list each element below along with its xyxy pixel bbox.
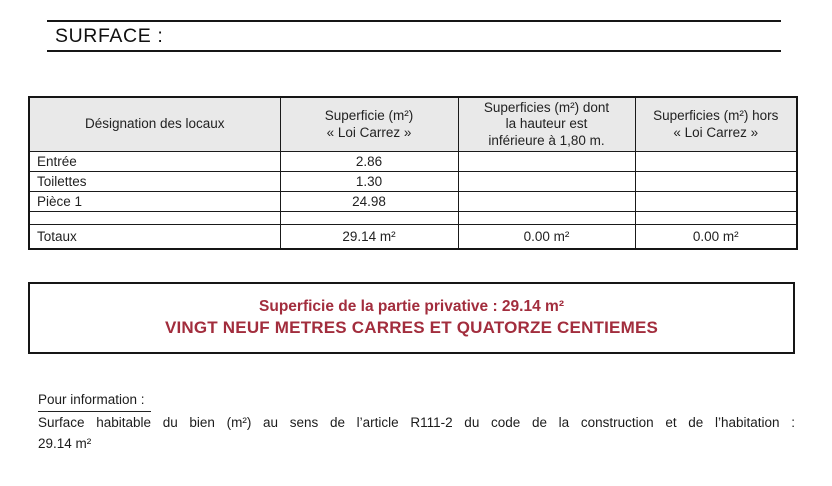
info-heading-label: Pour information : xyxy=(38,389,151,412)
title-rule-top xyxy=(47,20,781,22)
column-header-label: Superficies (m²) dont xyxy=(483,99,610,115)
column-header-label: Superficies (m²) hors xyxy=(653,108,779,123)
table-totals-row: Totaux 29.14 m² 0.00 m² 0.00 m² xyxy=(28,224,798,250)
room-name-cell xyxy=(28,211,281,225)
totals-under-180-cell: 0.00 m² xyxy=(457,224,636,250)
column-header-label: la hauteur est xyxy=(505,116,588,132)
under-180-area-cell xyxy=(457,171,636,192)
document-page: { "document": { "title": "SURFACE :" }, … xyxy=(0,20,832,486)
info-section: Pour information : Surface habitable du … xyxy=(38,389,795,454)
column-header-under-180: Superficies (m²) dont la hauteur est inf… xyxy=(457,96,636,152)
column-header-carrez: Superficie (m²) « Loi Carrez » xyxy=(279,96,459,152)
room-name-cell: Pièce 1 xyxy=(28,191,281,212)
table-row: Entrée 2.86 xyxy=(28,151,798,172)
table-row: Pièce 1 24.98 xyxy=(28,191,798,212)
hors-carrez-area-cell xyxy=(634,151,798,172)
column-header-label: « Loi Carrez » xyxy=(326,124,412,140)
hors-carrez-area-cell xyxy=(634,211,798,225)
under-180-area-cell xyxy=(457,211,636,225)
column-header-designation: Désignation des locaux xyxy=(28,96,281,152)
hors-carrez-area-cell xyxy=(634,191,798,212)
page-title: SURFACE : xyxy=(55,25,164,47)
info-heading: Pour information : xyxy=(38,389,795,412)
surface-table: Désignation des locaux Superficie (m²) «… xyxy=(28,96,798,250)
summary-private-area-line: Superficie de la partie privative : 29.1… xyxy=(259,298,564,315)
summary-area-in-words-line: VINGT NEUF METRES CARRES ET QUATORZE CEN… xyxy=(164,318,659,337)
habitable-surface-value: 29.14 m² xyxy=(38,436,92,451)
under-180-area-cell xyxy=(457,191,636,212)
totals-label-cell: Totaux xyxy=(28,224,281,250)
carrez-area-cell xyxy=(279,211,459,225)
totals-hors-carrez-cell: 0.00 m² xyxy=(634,224,798,250)
column-header-label: inférieure à 1,80 m. xyxy=(488,132,605,148)
carrez-area-cell: 1.30 xyxy=(279,171,459,192)
room-name-cell: Toilettes xyxy=(28,171,281,192)
private-area-summary-box: Superficie de la partie privative : 29.1… xyxy=(28,282,795,354)
column-header-label: Désignation des locaux xyxy=(84,116,225,132)
title-block: SURFACE : xyxy=(47,20,781,52)
hors-carrez-area-cell xyxy=(634,171,798,192)
carrez-area-cell: 2.86 xyxy=(279,151,459,172)
title-rule-bottom xyxy=(47,50,781,52)
carrez-area-cell: 24.98 xyxy=(279,191,459,212)
info-body-text: Surface habitable du bien (m²) au sens d… xyxy=(38,415,795,430)
table-header-row: Désignation des locaux Superficie (m²) «… xyxy=(28,96,798,152)
column-header-hors-carrez: Superficies (m²) hors « Loi Carrez » xyxy=(634,96,798,152)
totals-carrez-cell: 29.14 m² xyxy=(279,224,459,250)
column-header-label: Superficie (m²) xyxy=(324,108,414,123)
column-header-label: « Loi Carrez » xyxy=(673,124,759,140)
under-180-area-cell xyxy=(457,151,636,172)
room-name-cell: Entrée xyxy=(28,151,281,172)
table-row: Toilettes 1.30 xyxy=(28,171,798,192)
table-row-empty xyxy=(28,211,798,225)
